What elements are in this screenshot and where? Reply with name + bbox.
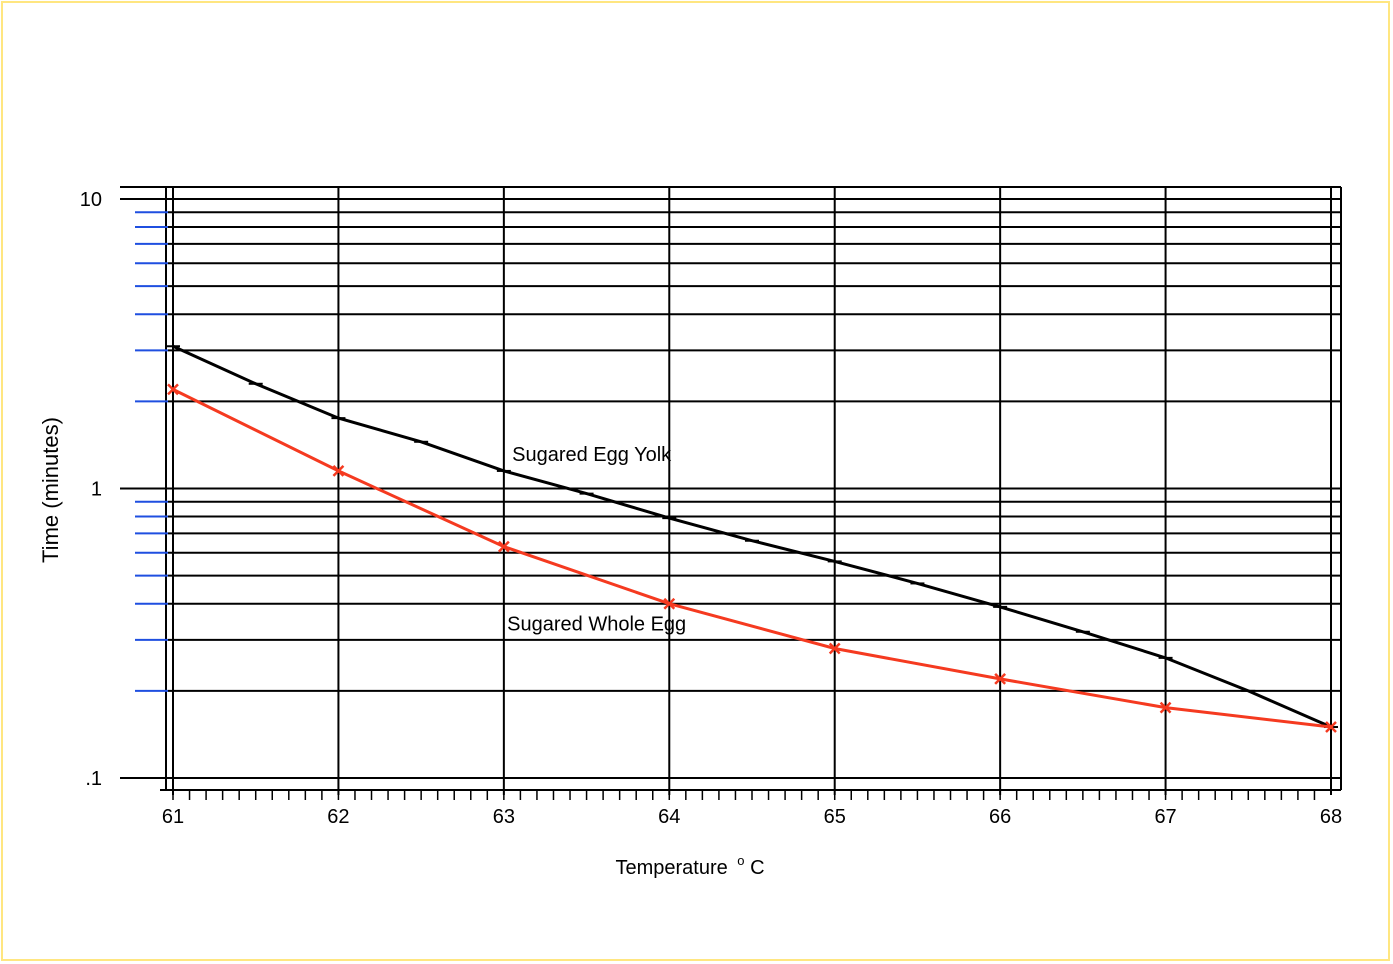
series-line-egg-yolk (172, 344, 1332, 729)
marker-stroke (828, 642, 841, 655)
series-layer (166, 344, 1338, 733)
marker-stroke (663, 597, 676, 610)
minor-tick-layer (135, 211, 168, 692)
data-point-marker (994, 672, 1007, 685)
data-point-marker (167, 383, 179, 396)
marker-stroke (1159, 701, 1172, 714)
y-tick-label: 10 (80, 189, 102, 211)
x-tick-label: 68 (1320, 806, 1342, 828)
x-tick-labels: 61 62 63 64 65 66 67 68 (162, 806, 1342, 828)
series-line-whole-egg (172, 388, 1332, 729)
marker-stroke (994, 672, 1007, 685)
marker-stroke (497, 540, 510, 553)
series-annotation: Sugared Whole Egg (507, 614, 686, 636)
x-tick-label: 66 (989, 806, 1011, 828)
marker-stroke (1325, 721, 1337, 733)
x-tick-label: 63 (493, 806, 515, 828)
x-axis-label: Temperature o C (615, 848, 764, 879)
grid-layer (120, 186, 1342, 800)
data-point-marker (663, 597, 676, 610)
data-point-marker (332, 465, 345, 477)
x-tick-label: 65 (824, 806, 846, 828)
x-tick-label: 61 (162, 806, 184, 828)
x-axis-label-unit: C (750, 857, 764, 879)
y-axis-label: Time (minutes) (38, 417, 63, 563)
x-tick-label: 64 (658, 806, 680, 828)
x-axis-label-degree: o (737, 853, 744, 868)
data-point-marker (1159, 701, 1172, 714)
x-tick-label: 62 (327, 806, 349, 828)
data-point-marker (1325, 721, 1337, 733)
marker-stroke (332, 465, 345, 477)
data-point-marker (497, 540, 510, 553)
marker-stroke (167, 383, 179, 396)
annotation-layer: Sugared Egg Yolk Sugared Whole Egg (507, 444, 686, 636)
data-point-marker (828, 642, 841, 655)
y-tick-label: 1 (91, 479, 102, 501)
series-annotation: Sugared Egg Yolk (512, 444, 672, 466)
y-tick-label: .1 (85, 768, 102, 790)
y-tick-labels: .1 1 10 (80, 189, 102, 790)
x-axis-label-text: Temperature (615, 857, 727, 879)
x-tick-label: 67 (1154, 806, 1176, 828)
